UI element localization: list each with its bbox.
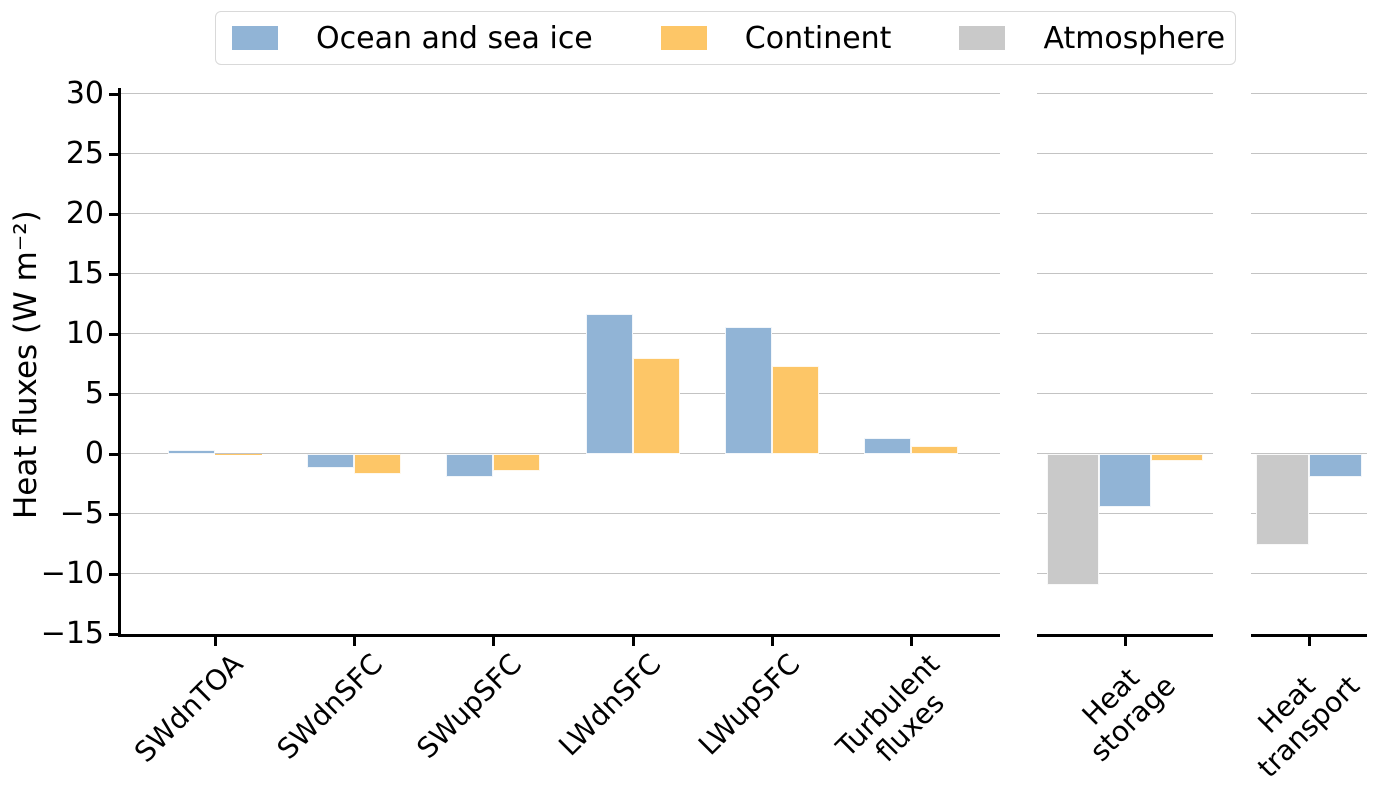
- x-tick-0-4: [770, 637, 774, 646]
- gridline-y5: [120, 393, 1000, 395]
- gridline-y20: [120, 213, 1000, 215]
- y-tick--10: [109, 572, 118, 576]
- x-axis-spine-0: [120, 634, 1000, 637]
- y-tick-label--10: −10: [40, 556, 104, 591]
- x-tick-0-2: [491, 637, 495, 646]
- legend-entry-ocean: Ocean and sea ice: [232, 21, 593, 56]
- gridline-y20: [1251, 213, 1367, 215]
- gridline-y-10: [120, 573, 1000, 575]
- y-tick-label-30: 30: [65, 76, 104, 111]
- x-tick-0-1: [352, 637, 356, 646]
- gridline-y20: [1037, 213, 1213, 215]
- bar-ocean-and-sea-ice-turbulent-fluxes: [864, 438, 911, 454]
- x-label-text-heat-storage: Heat storage: [1075, 661, 1182, 769]
- x-label-text-swdntoa: SWdnTOA: [128, 647, 250, 769]
- gridline-y30: [1037, 93, 1213, 95]
- legend-label-ocean: Ocean and sea ice: [316, 20, 593, 56]
- x-axis-spine-2: [1251, 634, 1367, 637]
- x-tick-0-5: [909, 637, 913, 646]
- y-tick--5: [109, 512, 118, 516]
- gridline-y15: [1251, 273, 1367, 275]
- x-label-text-lwupsfc: LWupSFC: [692, 647, 807, 762]
- x-label-text-heat-transport: Heat transport: [1250, 669, 1366, 785]
- legend-swatch-continent-icon: [660, 26, 707, 50]
- gridline-y-5: [1037, 513, 1213, 515]
- y-tick-10: [109, 332, 118, 336]
- bar-ocean-and-sea-ice-heat-transport: [1309, 454, 1362, 477]
- gridline-y-10: [1037, 573, 1213, 575]
- bar-continent-heat-storage: [1151, 454, 1203, 462]
- y-tick-label-25: 25: [65, 136, 104, 171]
- x-tick-2-0: [1307, 637, 1311, 646]
- bar-continent-swdnsfc: [354, 454, 401, 475]
- y-tick-label--15: −15: [40, 616, 104, 651]
- gridline-y-5: [120, 513, 1000, 515]
- gridline-y25: [1251, 153, 1367, 155]
- gridline-y0: [1251, 453, 1367, 455]
- gridline-y-10: [1251, 573, 1367, 575]
- bar-ocean-and-sea-ice-swdnsfc: [307, 454, 354, 469]
- y-tick-5: [109, 392, 118, 396]
- x-label-text-swdnsfc: SWdnSFC: [270, 647, 389, 766]
- x-tick-1-0: [1123, 637, 1127, 646]
- bar-atmosphere-heat-storage: [1047, 454, 1099, 585]
- gridline-y0: [120, 453, 1000, 455]
- x-label-text-lwdnsfc: LWdnSFC: [552, 647, 668, 763]
- gridline-y25: [1037, 153, 1213, 155]
- legend-entry-continent: Continent: [660, 20, 892, 56]
- gridline-y5: [1037, 393, 1213, 395]
- y-tick-15: [109, 272, 118, 276]
- bar-continent-lwupsfc: [772, 366, 819, 454]
- y-tick--15: [109, 632, 118, 636]
- y-tick-0: [109, 452, 118, 456]
- y-tick-label--5: −5: [59, 496, 104, 531]
- y-tick-label-10: 10: [65, 316, 104, 351]
- gridline-y30: [1251, 93, 1367, 95]
- x-tick-0-0: [213, 637, 217, 646]
- gridline-y10: [1037, 333, 1213, 335]
- y-tick-label-5: 5: [84, 376, 104, 411]
- gridline-y10: [1251, 333, 1367, 335]
- gridline-y15: [120, 273, 1000, 275]
- x-tick-0-3: [631, 637, 635, 646]
- gridline-y30: [120, 93, 1000, 95]
- gridline-y-5: [1251, 513, 1367, 515]
- gridline-y25: [120, 153, 1000, 155]
- legend: Ocean and sea ice Continent Atmosphere: [215, 11, 1236, 65]
- legend-swatch-ocean-icon: [232, 26, 278, 50]
- bar-ocean-and-sea-ice-swupsfc: [446, 454, 493, 477]
- bar-continent-lwdnsfc: [633, 358, 680, 454]
- x-label-text-turbulent-fluxes: Turbulent fluxes: [829, 647, 951, 769]
- legend-swatch-atmosphere-icon: [959, 26, 1006, 50]
- y-tick-label-0: 0: [84, 436, 104, 471]
- bar-continent-swdntoa: [215, 454, 262, 456]
- y-tick-label-20: 20: [65, 196, 104, 231]
- legend-label-atmosphere: Atmosphere: [1043, 20, 1226, 56]
- bar-continent-swupsfc: [493, 454, 540, 471]
- legend-label-continent: Continent: [744, 20, 892, 56]
- y-tick-30: [109, 92, 118, 96]
- gridline-y0: [1037, 453, 1213, 455]
- y-axis-spine: [118, 88, 121, 637]
- legend-entry-atmosphere: Atmosphere: [959, 21, 1225, 56]
- bar-atmosphere-heat-transport: [1256, 454, 1309, 546]
- y-tick-label-15: 15: [65, 256, 104, 291]
- y-tick-20: [109, 212, 118, 216]
- y-tick-25: [109, 152, 118, 156]
- y-axis-label: Heat fluxes (W m⁻²): [8, 210, 44, 519]
- bar-ocean-and-sea-ice-lwdnsfc: [586, 313, 633, 454]
- gridline-y10: [120, 333, 1000, 335]
- x-label-text-swupsfc: SWupSFC: [409, 647, 528, 765]
- bar-continent-turbulent-fluxes: [911, 445, 958, 454]
- bar-ocean-and-sea-ice-heat-storage: [1099, 454, 1151, 507]
- gridline-y5: [1251, 393, 1367, 395]
- bar-ocean-and-sea-ice-lwupsfc: [725, 326, 772, 454]
- x-axis-spine-1: [1037, 634, 1213, 637]
- gridline-y15: [1037, 273, 1213, 275]
- bar-ocean-and-sea-ice-swdntoa: [168, 450, 215, 454]
